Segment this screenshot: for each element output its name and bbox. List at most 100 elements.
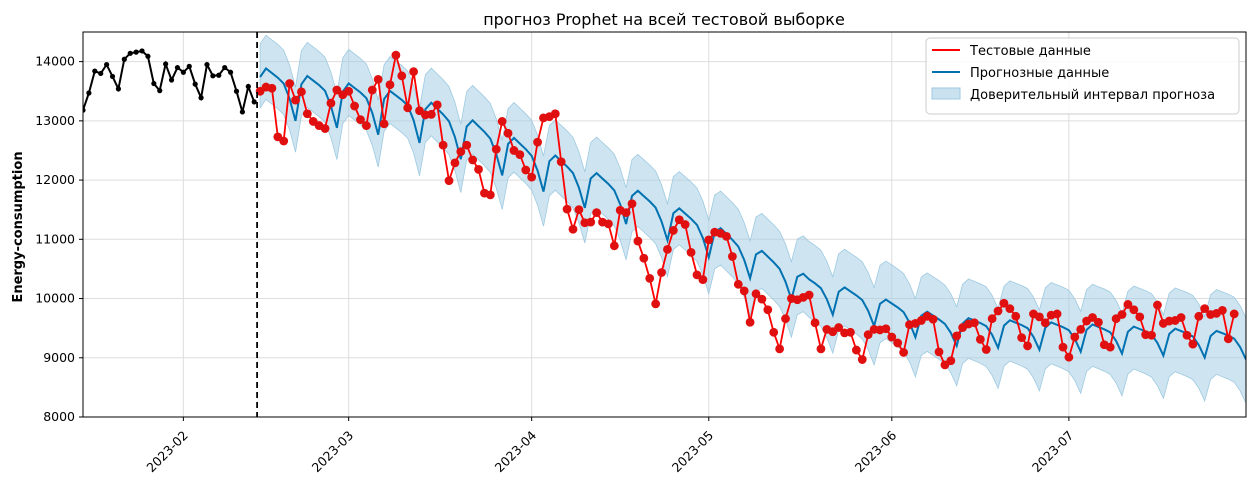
test-point — [1094, 317, 1103, 327]
test-point — [633, 236, 643, 246]
test-point — [361, 121, 371, 130]
test-point — [297, 87, 306, 97]
test-point — [592, 208, 602, 218]
test-point — [527, 172, 537, 182]
train-point — [121, 56, 127, 62]
test-point — [816, 344, 826, 354]
test-point — [556, 157, 566, 167]
test-point — [409, 67, 418, 77]
test-point — [367, 85, 377, 95]
test-point — [1034, 312, 1044, 322]
test-point — [515, 150, 525, 160]
test-point — [993, 306, 1003, 316]
test-point — [267, 83, 277, 93]
test-point — [857, 355, 867, 364]
train-point — [104, 61, 110, 68]
test-point — [704, 235, 714, 245]
train-point — [216, 72, 222, 78]
test-point — [1176, 313, 1186, 322]
test-point — [975, 335, 985, 344]
test-point — [686, 247, 696, 257]
test-point — [302, 109, 312, 119]
y-tick-label: 11000 — [35, 231, 75, 246]
test-point — [674, 215, 684, 225]
train-point — [227, 69, 234, 75]
test-point — [1064, 352, 1074, 362]
test-point — [804, 290, 814, 300]
test-point — [426, 109, 436, 119]
test-point — [1229, 309, 1239, 319]
legend-label-forecast: Прогнозные данные — [970, 66, 1109, 81]
test-point — [1188, 339, 1198, 349]
test-point — [621, 208, 631, 218]
train-point — [157, 88, 163, 94]
test-point — [568, 224, 578, 234]
test-point — [444, 176, 454, 186]
train-point — [109, 73, 116, 80]
test-layer — [255, 50, 1239, 370]
test-point — [851, 345, 861, 355]
test-point — [970, 318, 979, 328]
test-point — [627, 199, 637, 209]
test-point — [1123, 300, 1133, 309]
test-point — [757, 294, 767, 304]
y-tick-label: 10000 — [35, 291, 75, 306]
train-point — [86, 90, 92, 96]
train-point — [233, 88, 240, 94]
test-point — [987, 314, 997, 324]
test-point — [1223, 334, 1233, 344]
test-point — [663, 244, 672, 254]
train-point — [251, 99, 257, 105]
test-point — [1011, 311, 1021, 321]
test-point — [1070, 332, 1080, 342]
test-point — [397, 71, 407, 81]
test-point — [1005, 304, 1015, 314]
test-point — [680, 220, 690, 229]
test-point — [332, 85, 342, 95]
train-point — [151, 80, 157, 87]
test-point — [1023, 341, 1032, 351]
train-point — [174, 64, 181, 71]
test-point — [320, 124, 330, 133]
test-point — [533, 137, 542, 147]
test-point — [474, 165, 483, 174]
legend-label-test: Тестовые данные — [969, 44, 1091, 59]
test-point — [491, 144, 501, 154]
test-point — [285, 79, 295, 88]
test-point — [668, 226, 678, 235]
test-point — [291, 95, 300, 105]
y-tick-label: 13000 — [35, 113, 75, 128]
train-point — [210, 73, 216, 79]
test-point — [775, 344, 785, 354]
train-point — [139, 48, 145, 54]
test-point — [1135, 312, 1145, 322]
test-point — [1088, 313, 1097, 322]
test-point — [639, 253, 649, 263]
test-point — [574, 205, 584, 215]
test-point — [887, 332, 897, 342]
legend-swatch-interval — [931, 87, 961, 100]
legend: Тестовые данные Прогнозные данные Довери… — [925, 37, 1240, 115]
test-point — [562, 204, 572, 214]
train-point — [168, 77, 175, 83]
test-point — [881, 324, 891, 334]
train-point — [83, 107, 86, 113]
test-point — [781, 314, 790, 324]
test-point — [692, 270, 702, 280]
train-point — [163, 61, 169, 67]
y-tick-label: 8000 — [43, 409, 75, 424]
test-point — [403, 103, 413, 113]
test-point — [432, 100, 442, 110]
train-layer — [83, 48, 257, 115]
test-point — [1052, 309, 1062, 319]
train-point — [222, 64, 228, 71]
test-point — [1058, 342, 1068, 352]
test-point — [1194, 311, 1204, 321]
train-point — [204, 61, 210, 68]
test-point — [1017, 333, 1027, 343]
test-point — [344, 86, 354, 96]
test-point — [521, 165, 531, 175]
test-point — [863, 330, 873, 340]
